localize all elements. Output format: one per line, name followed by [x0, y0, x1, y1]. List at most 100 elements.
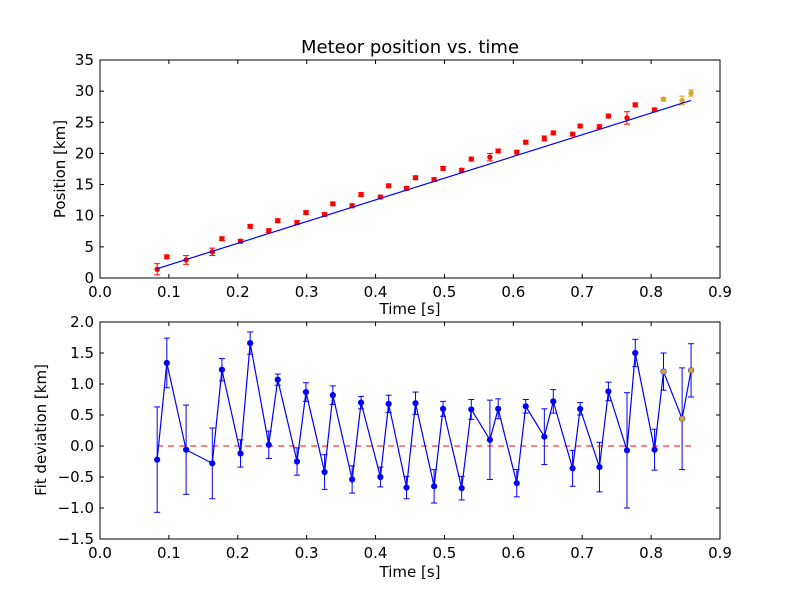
position-chart-data-point — [412, 175, 419, 181]
position-chart-data-point — [358, 191, 364, 198]
deviation-chart-data-point — [522, 403, 529, 410]
position-chart-title: Meteor position vs. time — [301, 37, 519, 58]
deviation-chart-ytick-label: −1.0 — [58, 499, 94, 517]
position-chart-data-point — [440, 165, 446, 172]
position-chart-ytick-label: 0 — [84, 269, 94, 287]
position-chart-ylabel: Position [km] — [51, 120, 69, 218]
deviation-chart-xtick-label: 0.2 — [226, 544, 250, 562]
deviation-chart-data-point — [596, 463, 603, 471]
deviation-chart-data-point — [495, 405, 502, 412]
deviation-chart-xtick-label: 0.7 — [570, 544, 594, 562]
deviation-chart-data-point — [486, 436, 494, 443]
position-chart-data-point — [495, 148, 501, 154]
deviation-chart-data-point — [458, 485, 465, 492]
deviation-chart-xtick-label: 0.6 — [501, 544, 525, 562]
position-chart-ytick-label: 35 — [75, 51, 94, 69]
deviation-chart-data-point — [431, 483, 438, 490]
position-chart-ytick-label: 5 — [84, 238, 94, 256]
deviation-chart-data-point — [293, 458, 301, 465]
position-chart-xtick-label: 0.4 — [364, 283, 388, 301]
deviation-chart-data-point — [209, 460, 216, 467]
position-chart-data-point — [605, 113, 612, 119]
deviation-chart-data-point — [329, 392, 336, 399]
position-chart-data-point — [550, 130, 556, 136]
deviation-chart-data-point — [569, 465, 576, 472]
position-chart-xtick-label: 0.0 — [88, 283, 112, 301]
position-chart-ytick-label: 15 — [75, 176, 94, 194]
deviation-chart-xtick-label: 0.3 — [295, 544, 319, 562]
deviation-chart-data-point — [623, 447, 631, 454]
position-chart-data-point — [577, 123, 583, 129]
deviation-chart-ytick-label: −0.5 — [58, 468, 94, 486]
position-chart-ytick-label: 20 — [75, 144, 94, 162]
deviation-chart-ytick-label: 2.0 — [70, 313, 94, 331]
position-chart-frame — [99, 59, 721, 279]
deviation-chart-ytick-label: 1.0 — [70, 375, 94, 393]
deviation-chart-data-point — [651, 446, 658, 453]
deviation-chart-data-point — [154, 456, 161, 463]
position-chart-data-point — [303, 209, 309, 216]
position-chart-data-point — [596, 123, 603, 130]
deviation-chart-data-point — [679, 416, 685, 422]
position-chart-xtick-label: 0.8 — [639, 283, 663, 301]
position-chart-data-point — [219, 236, 225, 242]
deviation-chart-data-point — [265, 441, 272, 448]
deviation-chart-data-point — [163, 359, 170, 367]
position-chart-xtick-label: 0.5 — [433, 283, 457, 301]
position-chart-ytick-label: 10 — [75, 207, 94, 225]
deviation-chart-xtick-label: 0.8 — [639, 544, 663, 562]
deviation-chart-data-point — [439, 405, 447, 412]
position-chart-data-point — [487, 154, 493, 160]
deviation-chart-data-point — [632, 349, 639, 357]
position-chart-ytick-label: 30 — [75, 82, 94, 100]
position-chart-series-line — [156, 99, 692, 270]
deviation-chart-ytick-label: 1.5 — [70, 344, 94, 362]
position-chart: Meteor position vs. time 0.0 0.1 0.2 0.3 0.4… — [51, 37, 732, 318]
position-chart-xtick-label: 0.1 — [157, 283, 181, 301]
position-chart-data-point — [624, 115, 630, 121]
deviation-chart-data-point — [274, 376, 281, 383]
deviation-chart-data-point — [218, 366, 226, 373]
deviation-chart-ylabel: Fit deviation [km] — [32, 364, 50, 496]
position-chart-xtick-label: 0.9 — [708, 283, 732, 301]
deviation-chart-xtick-label: 0.9 — [708, 544, 732, 562]
deviation-chart-data-point — [550, 398, 557, 405]
deviation-chart-ytick-label: 0.0 — [70, 437, 94, 455]
position-chart-ticks: 0.0 0.1 0.2 0.3 0.4 0.5 0.6 0.7 0.8 0.9 0 5 10 15 20 25… — [75, 51, 732, 301]
position-chart-data-point — [330, 201, 336, 207]
deviation-chart-data-point — [349, 476, 356, 483]
deviation-chart-data-point — [688, 367, 694, 374]
deviation-chart-xtick-label: 0.4 — [364, 544, 388, 562]
deviation-chart-xlabel: Time [s] — [379, 563, 441, 581]
deviation-chart-data-point — [385, 400, 392, 407]
deviation-chart-marks — [154, 331, 695, 513]
deviation-chart: 0.0 0.1 0.2 0.3 0.4 0.5 0.6 0.7 0.8 0.9 −1.5 −1.0 −0… — [32, 313, 732, 581]
position-chart-data-point — [385, 183, 392, 189]
deviation-chart-data-point — [541, 433, 548, 440]
position-chart-data-point — [569, 131, 576, 137]
position-chart-data-point — [541, 135, 548, 142]
deviation-chart-data-point — [577, 405, 584, 412]
deviation-chart-data-point — [513, 480, 520, 487]
position-chart-data-point — [688, 90, 694, 96]
position-chart-xtick-label: 0.7 — [570, 283, 594, 301]
position-chart-xtick-label: 0.2 — [226, 283, 250, 301]
position-chart-ytick-label: 25 — [75, 113, 94, 131]
deviation-chart-data-point — [183, 446, 190, 453]
position-chart-data-point — [266, 227, 272, 234]
deviation-chart-data-point — [403, 484, 410, 491]
deviation-chart-xtick-label: 0.0 — [88, 544, 112, 562]
position-chart-data-point — [275, 217, 281, 224]
position-chart-xtick-label: 0.3 — [295, 283, 319, 301]
deviation-chart-data-point — [237, 450, 244, 457]
position-chart-data-point — [164, 254, 170, 260]
deviation-chart-data-point — [468, 406, 475, 413]
position-chart-data-point — [247, 223, 253, 230]
deviation-chart-xtick-label: 0.1 — [157, 544, 181, 562]
deviation-chart-xtick-label: 0.5 — [433, 544, 457, 562]
position-chart-data-point — [632, 102, 638, 108]
deviation-chart-data-point — [321, 468, 328, 476]
deviation-chart-data-point — [357, 399, 365, 406]
